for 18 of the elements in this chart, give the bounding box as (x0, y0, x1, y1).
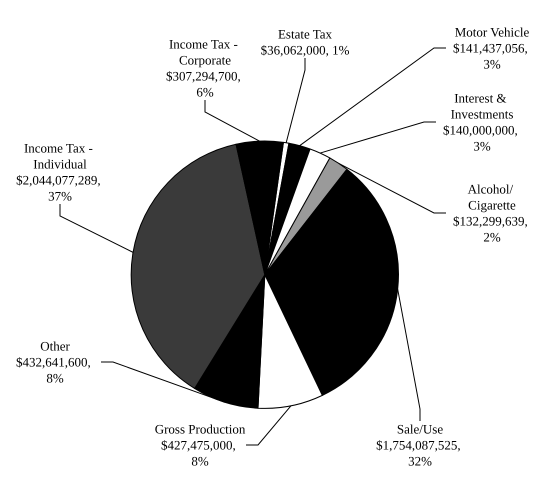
slice-label: Other (40, 338, 70, 354)
slice-label: Income Tax - Corporate (168, 36, 242, 68)
data-label: $307,294,700, 6% (166, 68, 244, 100)
data-label: $1,754,087,525, 32% (376, 438, 464, 468)
data-label: $432,641,600, 8% (16, 354, 94, 386)
data-label: $427,475,000, 8% (161, 438, 239, 468)
slice-label: Gross Production (154, 422, 246, 436)
data-label: $141,437,056, 3% (453, 40, 531, 72)
slice-label: Sale/Use (396, 422, 444, 436)
data-label: $2,044,077,289, 37% (16, 172, 104, 204)
slice-label: Interest & Investments (450, 90, 514, 122)
data-label: $36,062,000, 1% (260, 42, 350, 58)
slice-label: Alcohol/ Cigarette (468, 182, 516, 212)
data-label: $140,000,000, 3% (443, 122, 521, 154)
slice-label: Estate Tax (278, 26, 333, 42)
data-label: $132,299,639, 2% (453, 214, 531, 244)
slice-label: Income Tax - Individual (24, 140, 96, 172)
slice-label: Motor Vehicle (454, 24, 530, 40)
